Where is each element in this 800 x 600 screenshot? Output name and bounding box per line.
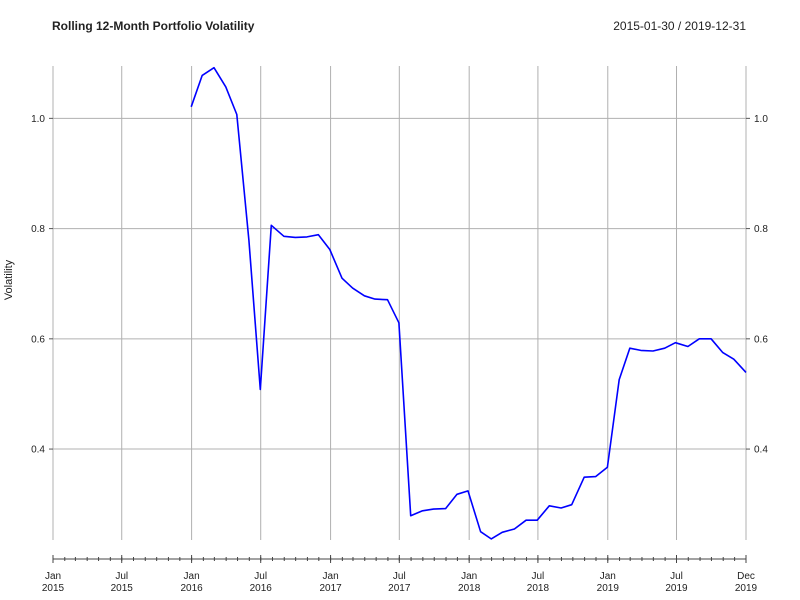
y-tick-label-right: 0.4	[754, 445, 768, 456]
x-tick-label-month: Jan	[323, 571, 339, 582]
y-tick-label-right: 0.8	[754, 224, 768, 235]
y-tick-label-left: 0.4	[31, 445, 45, 456]
x-tick-label-month: Jul	[115, 571, 128, 582]
x-tick-label-month: Jul	[670, 571, 683, 582]
x-tick-label-month: Jul	[532, 571, 545, 582]
y-axis-ticks: 0.4 0.4 0.6 0.6 0.8 0.8 1.0 1.0	[31, 114, 768, 456]
chart-title: Rolling 12-Month Portfolio Volatility	[52, 19, 255, 33]
x-tick-label-month: Jan	[45, 571, 61, 582]
x-tick-label-year: 2016	[180, 583, 203, 594]
x-tick-label-month: Jan	[600, 571, 616, 582]
y-axis-title: Volatility	[3, 259, 15, 300]
x-tick-label-year: 2019	[665, 583, 688, 594]
x-tick-label-year: 2018	[458, 583, 481, 594]
plot-area	[190, 66, 747, 540]
x-tick-label-year: 2015	[42, 583, 65, 594]
y-tick-label-right: 0.6	[754, 334, 768, 345]
x-tick-label-month: Jul	[254, 571, 267, 582]
y-tick-label-left: 1.0	[31, 114, 45, 125]
x-tick-label-month: Jul	[393, 571, 406, 582]
x-tick-label-month: Dec	[737, 571, 755, 582]
x-tick-label-year: 2018	[527, 583, 550, 594]
x-tick-label-year: 2019	[735, 583, 758, 594]
volatility-line	[190, 66, 747, 540]
x-tick-label-month: Jan	[461, 571, 477, 582]
y-tick-label-right: 1.0	[754, 114, 768, 125]
x-tick-label-month: Jan	[184, 571, 200, 582]
x-tick-label-year: 2017	[388, 583, 411, 594]
x-tick-label-year: 2017	[319, 583, 342, 594]
x-tick-label-year: 2019	[597, 583, 620, 594]
grid	[52, 66, 747, 540]
x-tick-label-year: 2016	[250, 583, 273, 594]
y-tick-label-left: 0.8	[31, 224, 45, 235]
y-tick-label-left: 0.6	[31, 334, 45, 345]
x-axis: Jan2015Jul2015Jan2016Jul2016Jan2017Jul20…	[42, 555, 758, 594]
x-tick-label-year: 2015	[111, 583, 134, 594]
date-range-label: 2015-01-30 / 2019-12-31	[613, 19, 746, 33]
